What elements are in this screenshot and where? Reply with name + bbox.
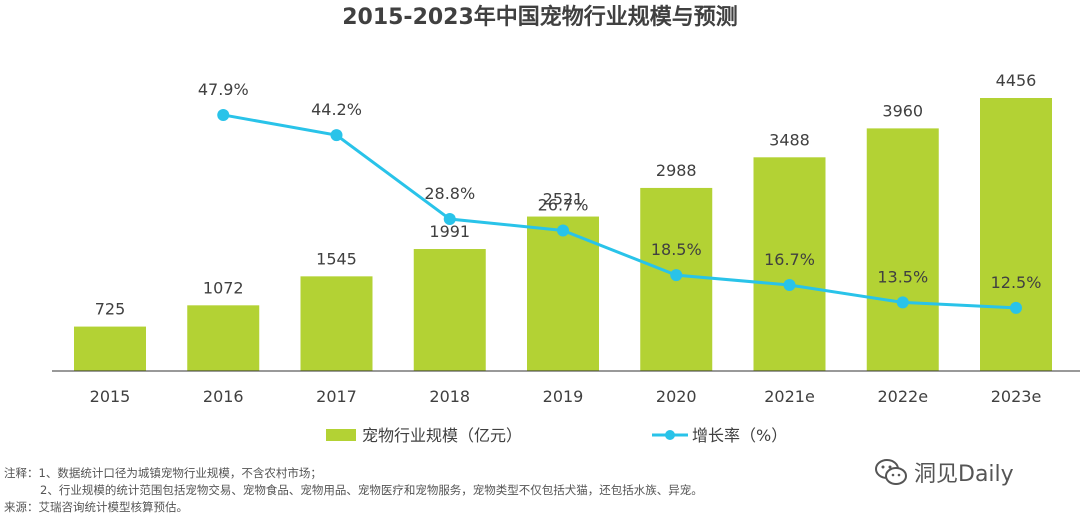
- x-tick-2022e: 2022e: [877, 387, 928, 406]
- bar-2021e: [753, 157, 826, 371]
- rate-label-2021e: 16.7%: [764, 250, 815, 269]
- growth-rate-points: [217, 108, 1022, 314]
- legend-line-label: 增长率（%）: [692, 426, 787, 445]
- x-tick-2018: 2018: [429, 387, 470, 406]
- bar-2023e: [980, 98, 1052, 371]
- legend-bar-swatch: [326, 429, 356, 441]
- rate-point-2019: [557, 224, 569, 237]
- watermark-text: 洞见Daily: [914, 462, 1014, 487]
- bar-2017: [300, 276, 373, 371]
- bar-value-label-2018: 1991: [429, 222, 470, 241]
- bar-value-label-2015: 725: [95, 300, 126, 319]
- x-tick-2017: 2017: [316, 387, 357, 406]
- rate-label-2023e: 12.5%: [991, 273, 1042, 292]
- x-tick-labels: 2015 2016 2017 2018 2019 2020 2021e 2022e 2023e: [90, 387, 1042, 406]
- bar-value-label-2016: 1072: [203, 278, 244, 297]
- x-tick-2020: 2020: [656, 387, 697, 406]
- legend-line-marker: [665, 430, 675, 440]
- bar-value-label-2022e: 3960: [882, 101, 923, 120]
- rate-label-2016: 47.9%: [198, 80, 249, 99]
- footnote-1: 注释：1、数据统计口径为城镇宠物行业规模，不含农村市场；: [4, 466, 322, 480]
- legend: 宠物行业规模（亿元） 增长率（%）: [326, 426, 787, 445]
- wechat-icon: [875, 459, 907, 485]
- bar-value-label-2017: 1545: [316, 249, 357, 268]
- rate-point-2022e: [896, 296, 909, 309]
- footnotes: 注释：1、数据统计口径为城镇宠物行业规模，不含农村市场； 2、行业规模的统计范围…: [4, 465, 703, 516]
- bar-2015: [74, 326, 146, 371]
- rate-label-2020: 18.5%: [651, 240, 702, 259]
- rate-point-2023e: [1010, 301, 1022, 314]
- bar-value-label-2021e: 3488: [769, 130, 810, 149]
- rate-label-2022e: 13.5%: [877, 267, 928, 286]
- bar-2022e: [866, 128, 939, 371]
- rate-point-2017: [330, 129, 343, 142]
- rate-point-2021e: [783, 278, 796, 291]
- rate-point-2016: [217, 108, 230, 121]
- bar-value-label-2019: 2521: [543, 190, 584, 209]
- bar-value-label-2020: 2988: [656, 161, 697, 180]
- footnote-2: 2、行业规模的统计范围包括宠物交易、宠物食品、宠物用品、宠物医疗和宠物服务，宠物…: [40, 483, 703, 497]
- bar-2016: [187, 305, 260, 371]
- growth-rate-labels: 47.9% 44.2% 28.8% 26.7% 18.5% 16.7% 13.5% 12.5%: [198, 80, 1042, 292]
- rate-point-2018: [443, 213, 456, 226]
- x-tick-2016: 2016: [203, 387, 244, 406]
- source-note: 来源：艾瑞咨询统计模型核算预估。: [4, 500, 188, 514]
- x-tick-2015: 2015: [90, 387, 131, 406]
- x-tick-2021e: 2021e: [764, 387, 815, 406]
- legend-bar-label: 宠物行业规模（亿元）: [362, 426, 522, 445]
- rate-label-2019: 26.7%: [538, 195, 589, 214]
- bar-value-label-2023e: 4456: [996, 71, 1037, 90]
- bar-labels-group: 725 1072 1545 1991 2521 2988 3488 3960 4456: [95, 71, 1037, 319]
- growth-rate-line: [222, 113, 1017, 310]
- x-tick-2023e: 2023e: [991, 387, 1042, 406]
- x-tick-2019: 2019: [543, 387, 584, 406]
- bar-2018: [413, 249, 486, 371]
- chart-title: 2015-2023年中国宠物行业规模与预测: [342, 4, 738, 30]
- bars-group: [74, 98, 1052, 371]
- watermark: 洞见Daily: [874, 456, 1014, 488]
- rate-label-2017: 44.2%: [311, 100, 362, 119]
- bar-2019: [527, 216, 599, 371]
- rate-point-2020: [670, 269, 683, 282]
- rate-label-2018: 28.8%: [424, 184, 475, 203]
- chart: 2015-2023年中国宠物行业规模与预测 725 1072 1545 1991 252…: [52, 4, 1080, 445]
